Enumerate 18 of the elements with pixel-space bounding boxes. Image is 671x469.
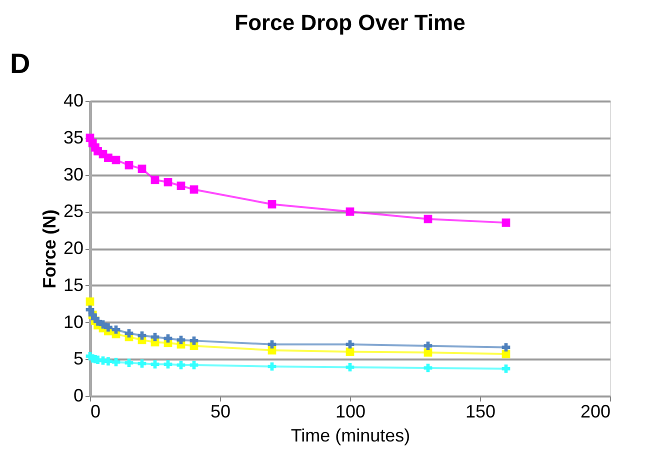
text: D: [10, 48, 30, 79]
chart-title: Force Drop Over Time: [234, 10, 466, 35]
x-tick-label: 150: [465, 402, 496, 422]
y-tick-label: 35: [63, 127, 84, 148]
y-tick-label: 0: [73, 386, 84, 406]
y-tick-label: 10: [63, 312, 84, 332]
x-tick-label: 100: [335, 402, 366, 422]
x-tick-label: 200: [580, 402, 610, 422]
y-tick-label: 25: [63, 201, 84, 222]
y-axis-title: Force (N): [39, 209, 60, 289]
y-tick-label: 5: [73, 348, 84, 369]
y-tick-label: 40: [63, 90, 84, 110]
y-tick-label: 30: [63, 164, 84, 184]
y-tick-label: 20: [63, 238, 84, 258]
x-tick-label: 0: [90, 402, 101, 422]
x-tick-label: 50: [210, 402, 231, 422]
y-tick-label: 15: [63, 274, 84, 295]
x-axis-title: Time (minutes): [290, 426, 410, 446]
